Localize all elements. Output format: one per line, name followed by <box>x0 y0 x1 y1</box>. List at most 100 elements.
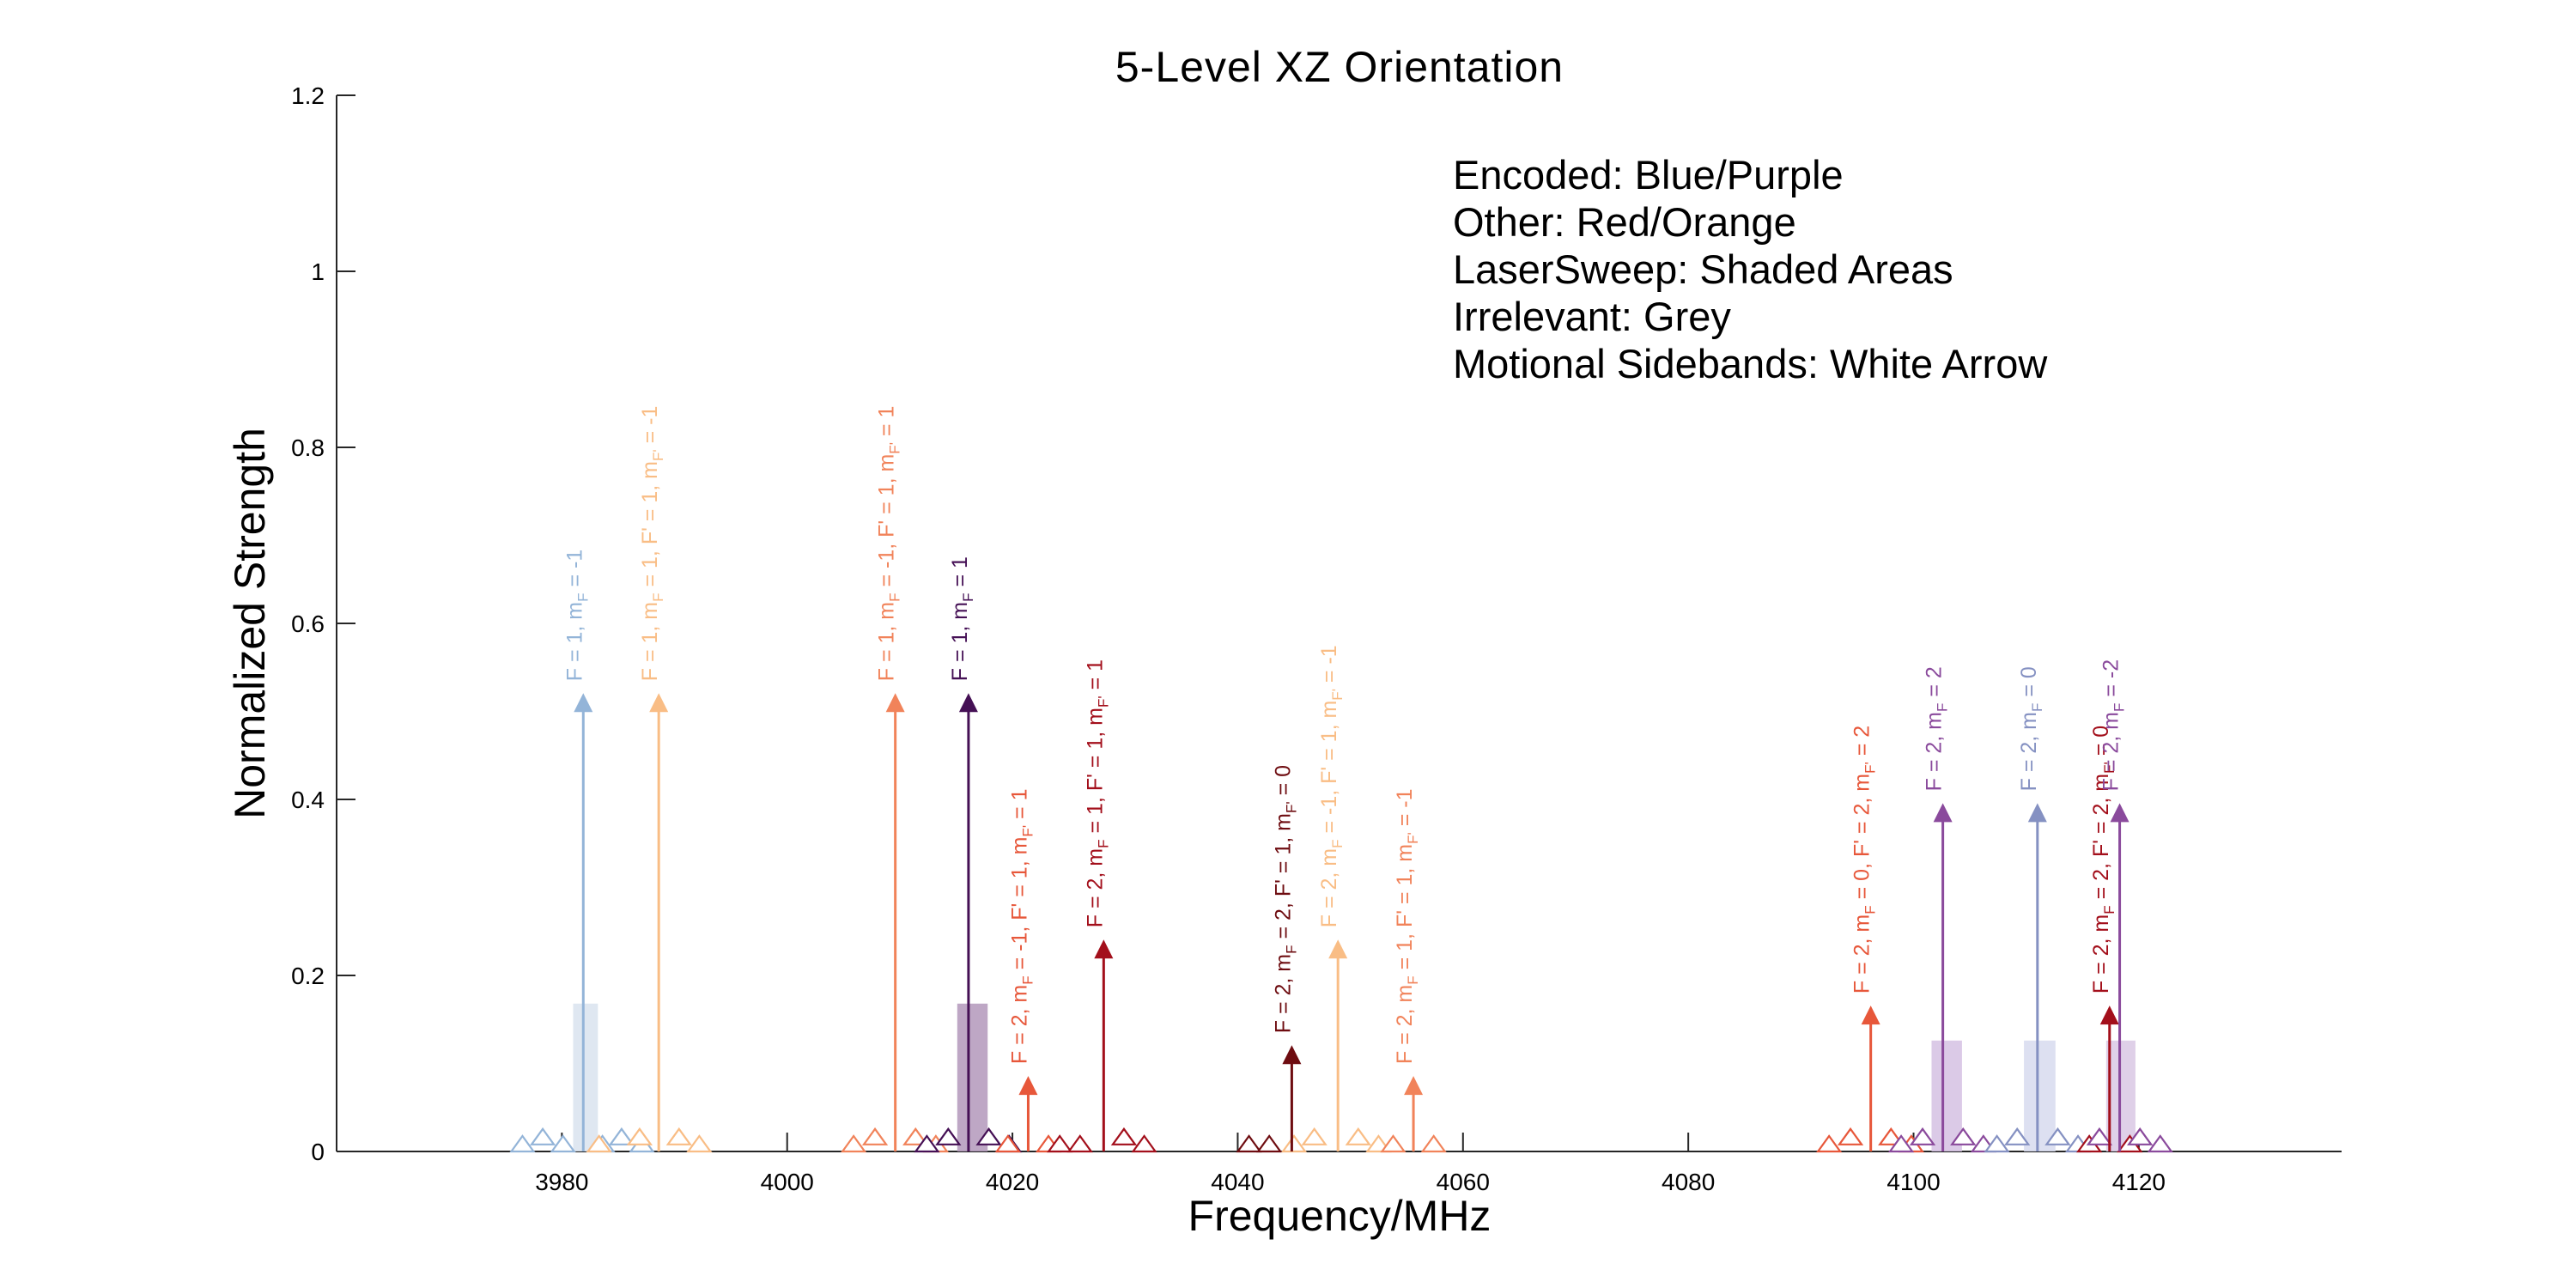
sideband-marker <box>861 1127 889 1145</box>
label-text: = 0 <box>1271 765 1295 801</box>
sideband-marker <box>1887 1134 1915 1153</box>
x-axis-label: Frequency/MHz <box>1188 1192 1492 1240</box>
label-text: = -1, F' = 1, m <box>1007 837 1031 976</box>
sideband-marker <box>975 1127 1002 1145</box>
stem-arrowhead <box>2027 803 2047 823</box>
stem-arrowhead <box>2110 803 2129 823</box>
label-text: F = 1, m <box>638 602 662 681</box>
stem-arrowhead <box>1861 1005 1880 1025</box>
label-text: = -1 <box>638 406 662 450</box>
legend-note-other: Other: Red/Orange <box>1453 199 1796 245</box>
sideband-marker <box>914 1134 940 1153</box>
y-axis-label: Normalized Strength <box>226 428 274 819</box>
stem-arrowhead <box>2099 1005 2119 1025</box>
transition-label: F = 2, mF = 0 <box>2017 666 2045 791</box>
legend-note-laser-sweep: LaserSweep: Shaded Areas <box>1453 246 1953 292</box>
sideband-marker <box>529 1127 556 1145</box>
label-subscript: F <box>2111 703 2128 712</box>
sideband-marker <box>1345 1127 1371 1145</box>
sideband-marker <box>1256 1134 1283 1153</box>
label-subscript: F <box>574 592 591 601</box>
transition-stem <box>885 693 905 1151</box>
x-tick-label: 4040 <box>1211 1169 1264 1195</box>
stem-arrowhead <box>1404 1076 1424 1096</box>
laser-sweep-region <box>573 1003 598 1151</box>
transition-stem <box>574 693 593 1151</box>
x-tick-label: 4020 <box>986 1169 1039 1195</box>
label-subscript: F <box>1935 703 1951 712</box>
stem-arrowhead <box>649 693 669 713</box>
transition-stem <box>2027 803 2047 1151</box>
sideband-marker <box>586 1134 612 1153</box>
sideband-marker <box>1110 1127 1138 1145</box>
sideband-marker <box>2147 1134 2173 1153</box>
transition-label: F = 2, mF = 1, F' = 1, mF' = 1 <box>1083 659 1111 927</box>
sideband-marker <box>1837 1127 1864 1145</box>
label-text: = 1, F' = 1, m <box>1393 844 1417 975</box>
y-tick-label: 0.2 <box>291 963 325 989</box>
label-subscript: F <box>1095 839 1111 848</box>
transition-stem <box>649 693 669 1151</box>
label-text: F = 2, m <box>2017 712 2041 791</box>
transition-stem <box>1404 1076 1424 1151</box>
label-text: F = 2, m <box>1923 712 1947 791</box>
label-text: = 2, F' = 1, m <box>1271 813 1295 945</box>
label-text: = 1 <box>1083 659 1107 696</box>
y-tick-label: 0 <box>311 1139 325 1165</box>
motional-sidebands <box>509 1127 2173 1153</box>
label-text: F = 2, m <box>1083 848 1107 927</box>
sideband-marker <box>1066 1134 1093 1153</box>
transition-stem <box>1328 939 1348 1151</box>
legend-notes: Encoded: Blue/Purple Other: Red/Orange L… <box>1453 152 2048 386</box>
sideband-marker <box>608 1127 635 1145</box>
transition-labels: F = 1, mF = -1F = 1, mF = 1, F' = 1, mF'… <box>562 406 2127 1064</box>
stem-arrowhead <box>1282 1045 1302 1065</box>
sideband-marker <box>1878 1127 1905 1145</box>
y-tick-label: 0.8 <box>291 434 325 461</box>
transition-label: F = 1, mF = -1 <box>562 550 591 682</box>
x-tick-label: 4000 <box>761 1169 814 1195</box>
label-text: = 2, F' = 2, m <box>2089 774 2113 905</box>
y-ticks: 0 0.2 0.4 0.6 0.8 1 1.2 <box>291 82 355 1165</box>
label-subscript: F' <box>1019 825 1036 837</box>
sideband-marker <box>626 1127 653 1145</box>
sideband-marker <box>902 1127 929 1145</box>
label-text: F = 2, m <box>2089 914 2113 993</box>
legend-note-irrelevant: Irrelevant: Grey <box>1453 294 1731 339</box>
transition-stem <box>1094 939 1114 1151</box>
x-tick-label: 4060 <box>1437 1169 1490 1195</box>
label-text: = -1, F' = 1, m <box>875 454 899 593</box>
transition-stem <box>958 693 978 1151</box>
sideband-marker <box>1047 1134 1073 1153</box>
label-text: = -1, F' = 1, m <box>1317 701 1341 840</box>
label-text: = 1, F' = 1, m <box>638 461 662 592</box>
laser-sweep-region <box>2024 1040 2056 1151</box>
x-tick-label: 4080 <box>1662 1169 1715 1195</box>
label-text: = 1 <box>948 556 972 592</box>
sideband-marker <box>2004 1127 2031 1145</box>
legend-note-motional-sidebands: Motional Sidebands: White Arrow <box>1453 341 2048 386</box>
label-text: F = 1, m <box>562 602 586 681</box>
label-subscript: F' <box>650 449 666 461</box>
sideband-marker <box>1420 1134 1447 1153</box>
label-subscript: F <box>2029 703 2045 712</box>
label-text: = 1 <box>875 406 899 442</box>
axes: 0 0.2 0.4 0.6 0.8 1 1.2 3980 4000 4020 4040 4060 40… <box>291 82 2342 1195</box>
label-subscript: F <box>1405 975 1421 984</box>
label-text: F = 2, m <box>1007 985 1031 1064</box>
label-text: = 2 <box>1923 666 1947 702</box>
label-text: = 0 <box>2017 666 2041 702</box>
sideband-marker <box>550 1134 576 1153</box>
transition-label: F = 2, mF = 0, F' = 2, mF' = 2 <box>1850 726 1879 993</box>
sideband-marker <box>1380 1134 1406 1153</box>
label-text: F = 1, m <box>875 602 899 681</box>
x-tick-label: 4100 <box>1886 1169 1940 1195</box>
sideband-marker <box>1280 1134 1308 1153</box>
label-subscript: F <box>887 592 903 601</box>
transition-label: F = 1, mF = -1, F' = 1, mF' = 1 <box>875 406 903 682</box>
y-tick-label: 1 <box>311 258 325 285</box>
transition-label: F = 1, mF = 1 <box>948 556 976 681</box>
label-subscript: F <box>2101 905 2117 914</box>
transition-label: F = 2, mF = 2, F' = 2, mF' = 0 <box>2089 726 2117 993</box>
